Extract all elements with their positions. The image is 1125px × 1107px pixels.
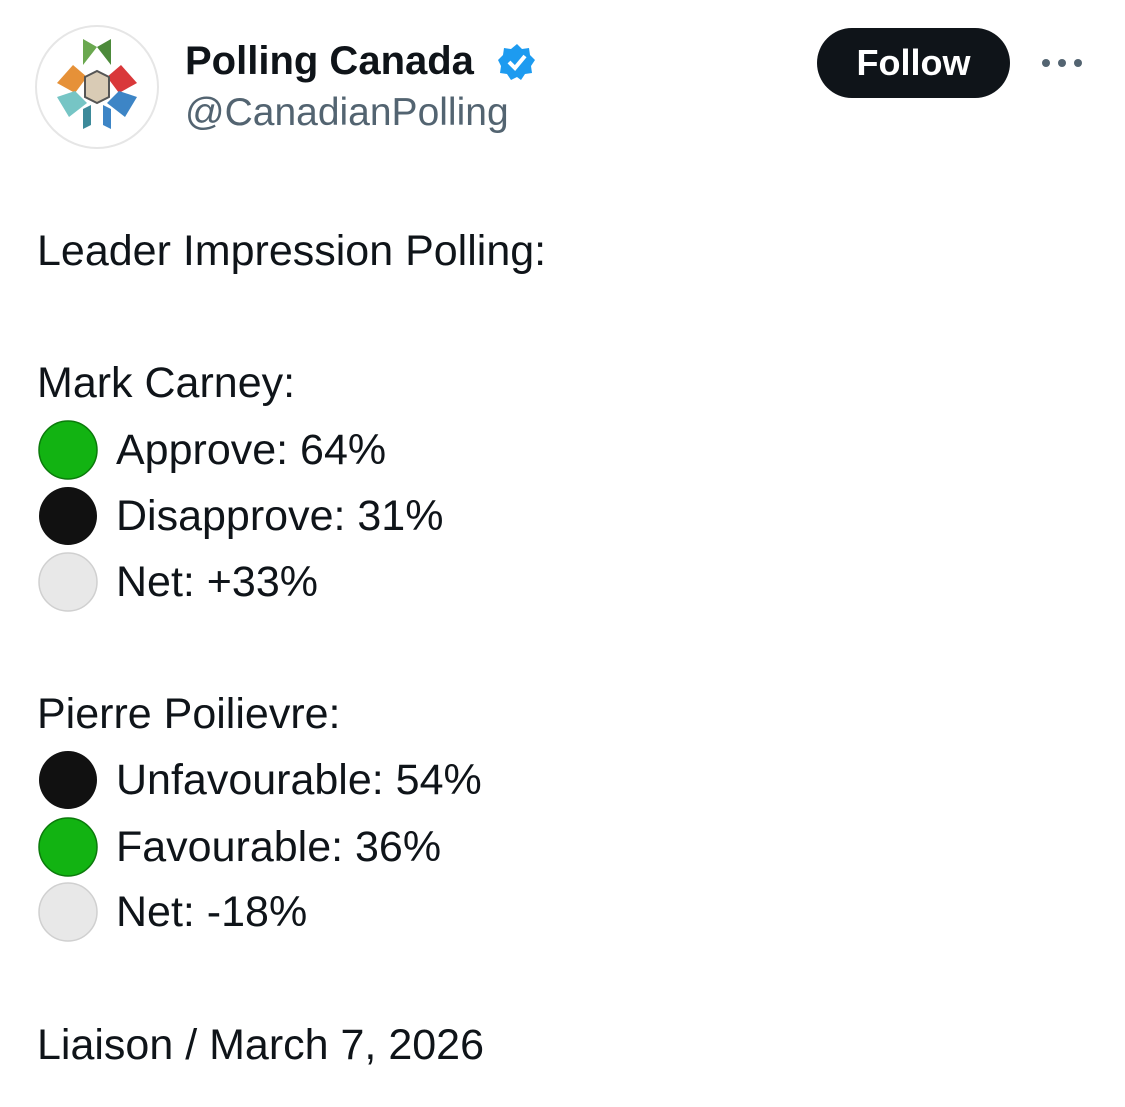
section-title: Pierre Poilievre: [37, 690, 341, 738]
author-name[interactable]: Polling Canada [185, 39, 474, 83]
black-circle [39, 751, 97, 809]
source-line: Liaison / March 7, 2026 [37, 1021, 484, 1069]
green-circle [38, 420, 98, 480]
tweet-heading: Leader Impression Polling: [37, 227, 547, 275]
line: Disapprove: 31% [116, 492, 444, 540]
author-handle[interactable]: @CanadianPolling [185, 91, 509, 134]
avatar[interactable] [35, 25, 160, 150]
green-circle [38, 817, 98, 877]
line: Approve: 64% [116, 426, 387, 474]
verified-badge [498, 44, 535, 80]
white-circle [38, 552, 98, 612]
black-circle [39, 487, 97, 545]
line: Net: +33% [116, 558, 318, 606]
section-title: Mark Carney: [37, 359, 296, 407]
line: Unfavourable: 54% [116, 756, 482, 804]
follow-button[interactable]: Follow [817, 28, 1010, 98]
line: Favourable: 36% [116, 823, 442, 871]
line: Net: -18% [116, 888, 308, 936]
white-circle [38, 882, 98, 942]
more-menu[interactable] [1040, 55, 1084, 71]
